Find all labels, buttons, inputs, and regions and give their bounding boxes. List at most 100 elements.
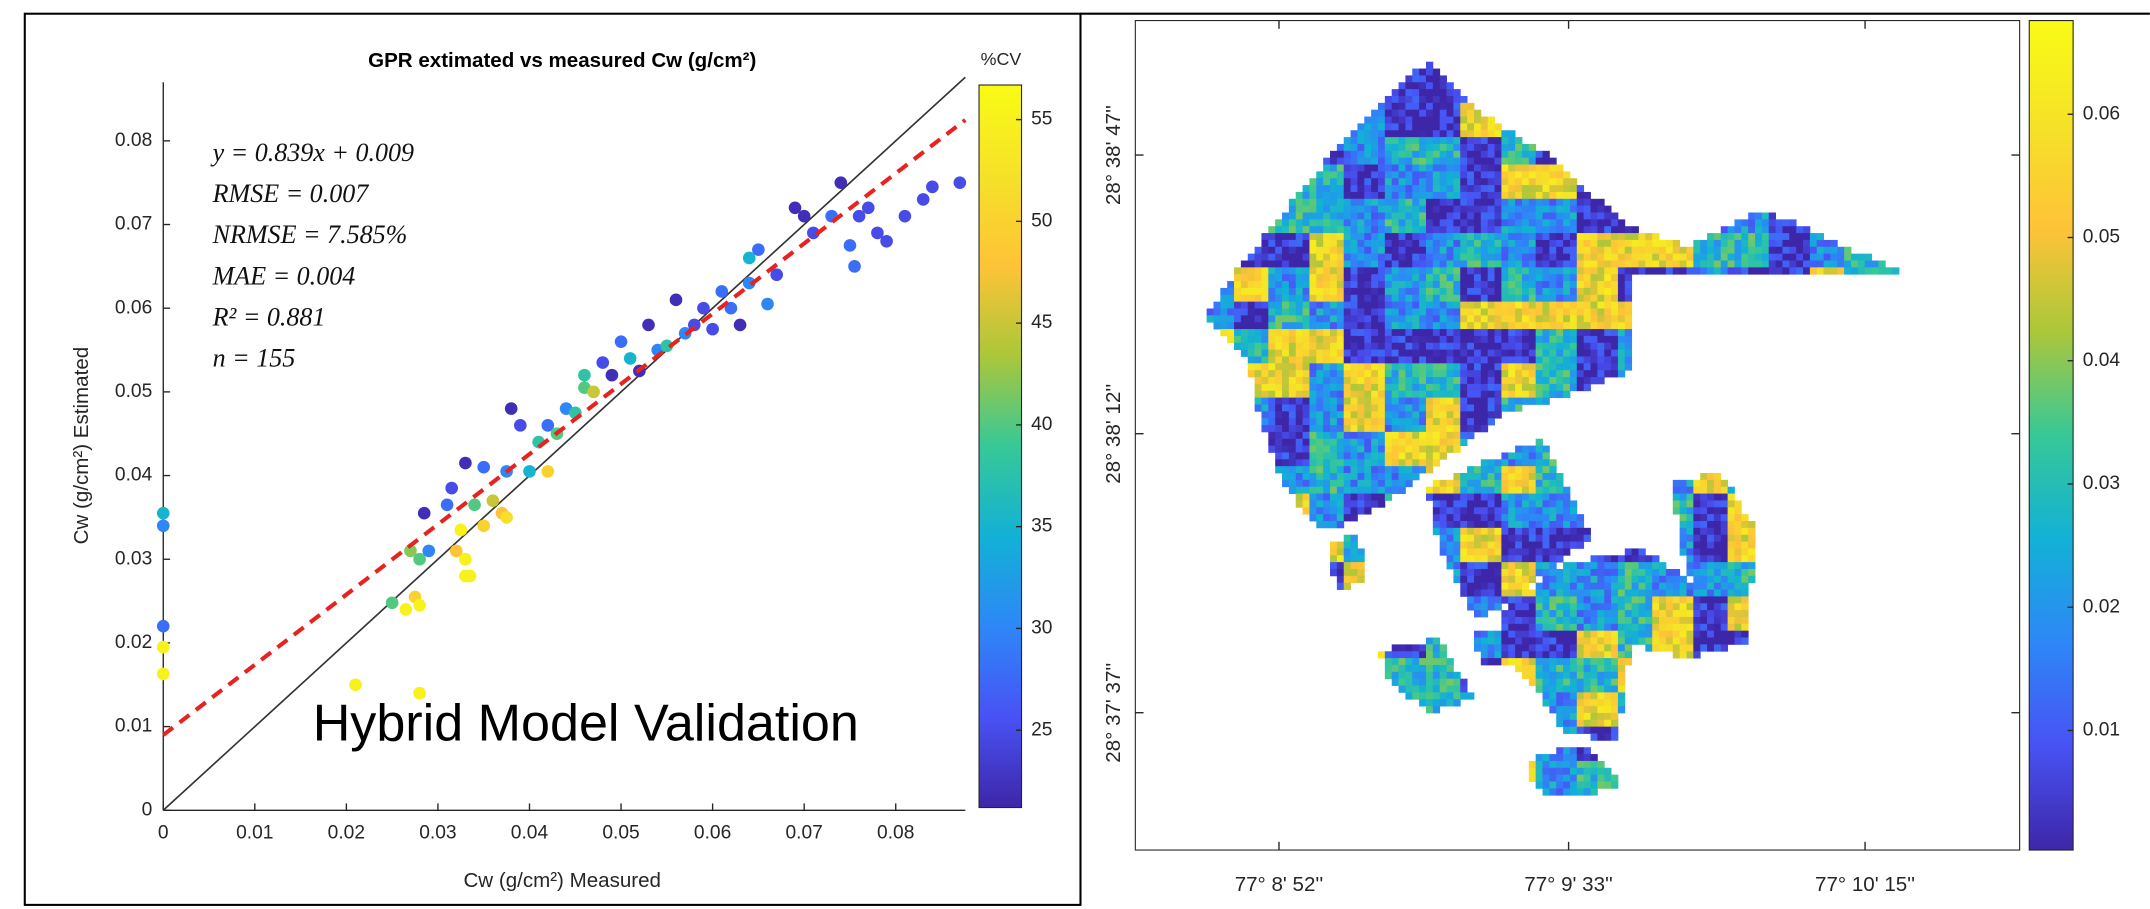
map-pixel: [1501, 171, 1508, 178]
map-pixel: [1467, 322, 1474, 329]
map-pixel: [1316, 418, 1323, 425]
map-pixel: [1467, 418, 1474, 425]
map-pixel: [1357, 158, 1364, 165]
map-pixel: [1481, 123, 1488, 130]
map-pixel: [1865, 254, 1872, 261]
map-pixel: [1357, 384, 1364, 391]
point: [514, 419, 527, 432]
map-pixel: [1721, 521, 1728, 528]
map-pixel: [1447, 178, 1454, 185]
map-pixel: [1323, 302, 1330, 309]
map-pixel: [1810, 240, 1817, 247]
map-pixel: [1371, 432, 1378, 439]
map-pixel: [1529, 171, 1536, 178]
map-pixel: [1625, 356, 1632, 363]
map-pixel: [1412, 288, 1419, 295]
map-pixel: [1570, 192, 1577, 199]
map-pixel: [1495, 137, 1502, 144]
map-pixel: [1399, 103, 1406, 110]
map-pixel: [1371, 247, 1378, 254]
map-pixel: [1508, 487, 1515, 494]
map-pixel: [1652, 631, 1659, 638]
map-pixel: [1453, 679, 1460, 686]
map-pixel: [1351, 548, 1358, 555]
map-pixel: [1364, 398, 1371, 405]
map-pixel: [1371, 281, 1378, 288]
map-pixel: [1481, 213, 1488, 220]
map-pixel: [1563, 686, 1570, 693]
map-pixel: [1474, 192, 1481, 199]
map-pixel: [1412, 213, 1419, 220]
map-pixel: [1371, 350, 1378, 357]
map-pixel: [1405, 679, 1412, 686]
map-pixel: [1776, 240, 1783, 247]
map-pixel: [1680, 651, 1687, 658]
map-pixel: [1309, 507, 1316, 514]
map-pixel: [1495, 226, 1502, 233]
map-pixel: [1666, 254, 1673, 261]
map-pixel: [1817, 233, 1824, 240]
map-pixel: [1268, 315, 1275, 322]
map-pixel: [1426, 446, 1433, 453]
map-pixel: [1330, 356, 1337, 363]
map-pixel: [1460, 281, 1467, 288]
map-pixel: [1563, 672, 1570, 679]
map-pixel: [1268, 247, 1275, 254]
map-pixel: [1467, 548, 1474, 555]
map-pixel: [1529, 315, 1536, 322]
map-pixel: [1392, 96, 1399, 103]
map-pixel: [1529, 322, 1536, 329]
map-pixel: [1728, 638, 1735, 645]
map-pixel: [1728, 562, 1735, 569]
map-pixel: [1549, 370, 1556, 377]
map-pixel: [1378, 322, 1385, 329]
map-pixel: [1344, 418, 1351, 425]
map-pixel: [1275, 432, 1282, 439]
map-pixel: [1453, 562, 1460, 569]
map-pixel: [1652, 610, 1659, 617]
map-pixel: [1344, 336, 1351, 343]
map-pixel: [1337, 521, 1344, 528]
map-pixel: [1419, 446, 1426, 453]
map-pixel: [1556, 775, 1563, 782]
map-pixel: [1488, 562, 1495, 569]
map-pixel: [1419, 199, 1426, 206]
map-pixel: [1563, 610, 1570, 617]
map-pixel: [1508, 363, 1515, 370]
map-pixel: [1837, 267, 1844, 274]
map-pixel: [1638, 569, 1645, 576]
map-pixel: [1351, 356, 1358, 363]
map-pixel: [1337, 555, 1344, 562]
map-pixel: [1467, 219, 1474, 226]
map-pixel: [1488, 404, 1495, 411]
map-pixel: [1316, 336, 1323, 343]
map-pixel: [1344, 288, 1351, 295]
map-pixel: [1399, 658, 1406, 665]
map-pixel: [1412, 384, 1419, 391]
point: [642, 319, 655, 332]
map-pixel: [1399, 254, 1406, 261]
map-pixel: [1686, 514, 1693, 521]
map-pixel: [1707, 494, 1714, 501]
map-pixel: [1563, 219, 1570, 226]
map-pixel: [1529, 206, 1536, 213]
map-pixel: [1351, 569, 1358, 576]
map-pixel: [1399, 459, 1406, 466]
map-pixel: [1248, 322, 1255, 329]
map-pixel: [1488, 542, 1495, 549]
map-pixel: [1371, 130, 1378, 137]
map-pixel: [1529, 514, 1536, 521]
map-pixel: [1872, 260, 1879, 267]
map-pixel: [1556, 617, 1563, 624]
map-pixel: [1357, 377, 1364, 384]
map-pixel: [1501, 260, 1508, 267]
map-pixel: [1529, 638, 1536, 645]
map-pixel: [1378, 446, 1385, 453]
map-pixel: [1412, 459, 1419, 466]
map-pixel: [1426, 137, 1433, 144]
map-pixel: [1296, 500, 1303, 507]
map-pixel: [1412, 315, 1419, 322]
map-pixel: [1289, 329, 1296, 336]
fit-line: [163, 120, 965, 735]
map-pixel: [1591, 308, 1598, 315]
